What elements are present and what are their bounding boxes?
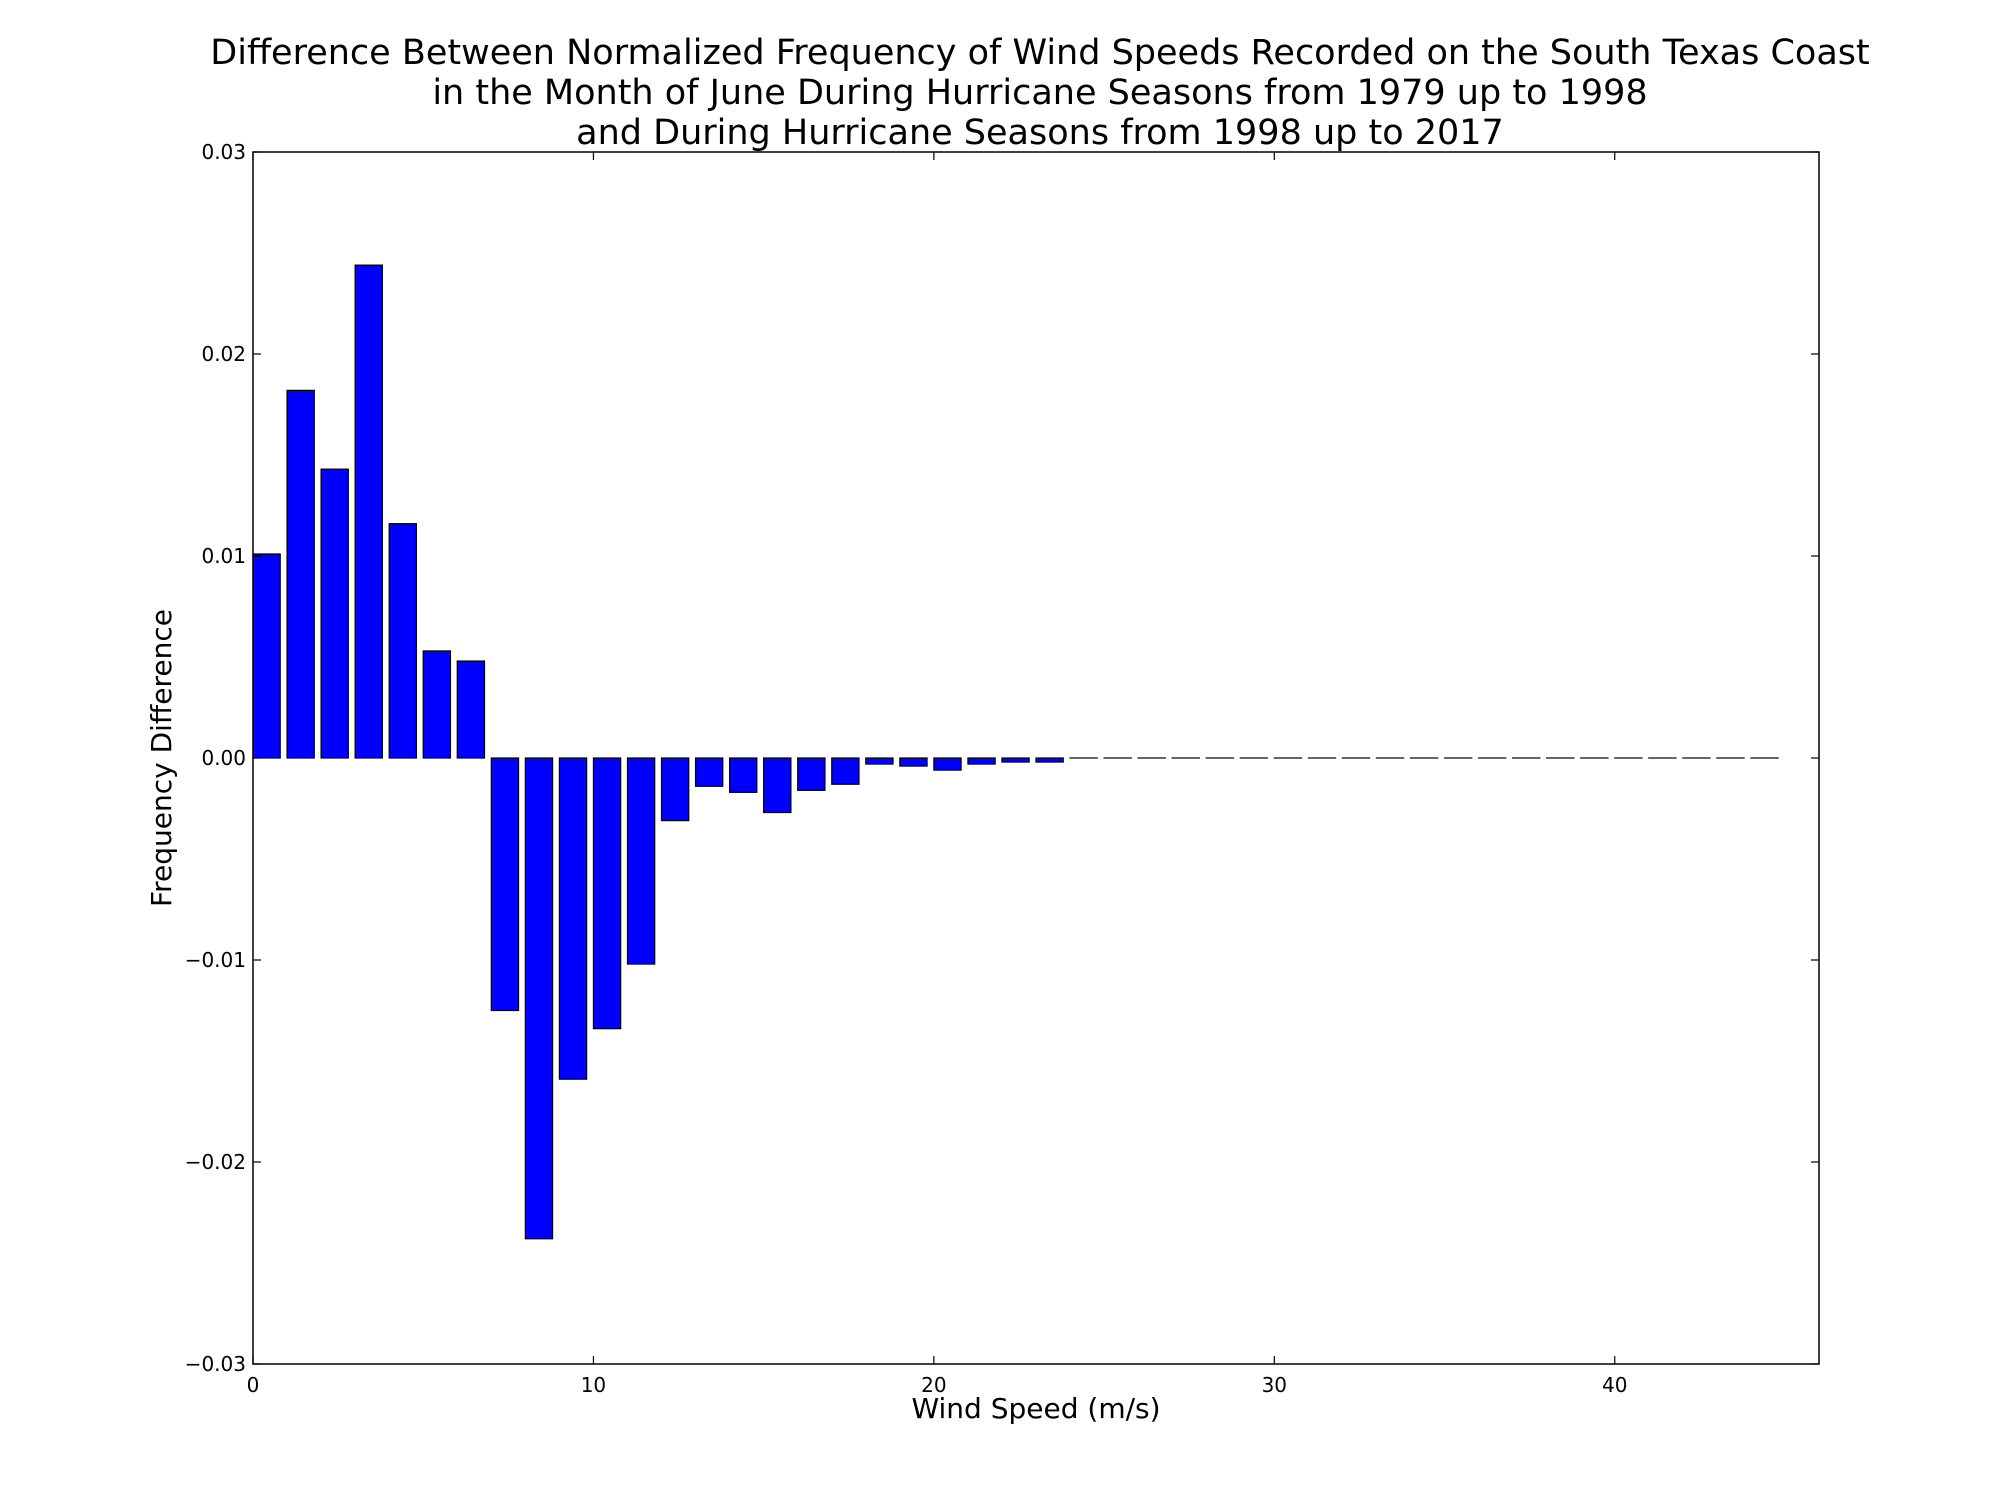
x-tick-label: 20 [921,1373,946,1397]
bar [354,264,383,759]
plot-frame [252,151,1820,1365]
bar [388,523,418,759]
y-axis-label: Frequency Difference [145,609,178,907]
bars-group [252,264,1779,1240]
chart-title: Difference Between Normalized Frequency … [210,33,1869,153]
y-tick-label: −0.01 [185,948,246,972]
bar [320,468,349,759]
bar [729,757,758,793]
bar [831,757,860,785]
y-tick-label: −0.02 [185,1150,246,1174]
bar [660,757,690,822]
bar [456,660,486,759]
bar [626,757,656,965]
bar [933,757,962,771]
title-line-3: and During Hurricane Seasons from 1998 u… [576,113,1504,153]
x-tick-label: 30 [1262,1373,1287,1397]
x-tick-label: 10 [581,1373,606,1397]
bar [1035,757,1064,763]
x-tick-label: 0 [247,1373,260,1397]
bar [490,757,520,1012]
title-line-2: in the Month of June During Hurricane Se… [432,73,1647,113]
bar [592,757,622,1030]
bar [865,757,894,765]
title-line-1: Difference Between Normalized Frequency … [210,33,1869,73]
y-tick-label: 0.02 [201,342,246,366]
y-tick-label: 0.03 [201,140,246,164]
bar [1001,757,1030,763]
bar [763,757,792,814]
x-axis-label: Wind Speed (m/s) [911,1392,1160,1425]
bar [286,389,315,759]
bar [252,553,281,759]
y-tick-label: 0.01 [201,544,246,568]
bar [694,757,724,787]
ticks-group: 0 10 20 30 40 0.03 0.02 0.01 0.00 −0.01 −0.02 −0.03 [185,140,1819,1397]
x-tick-label: 40 [1602,1373,1627,1397]
bar [422,650,452,759]
bar [967,757,996,765]
bar [797,757,826,791]
bar [899,757,928,767]
y-tick-label: 0.00 [201,746,246,770]
bar [558,757,588,1080]
y-tick-label: −0.03 [185,1352,246,1376]
bar [524,757,554,1240]
